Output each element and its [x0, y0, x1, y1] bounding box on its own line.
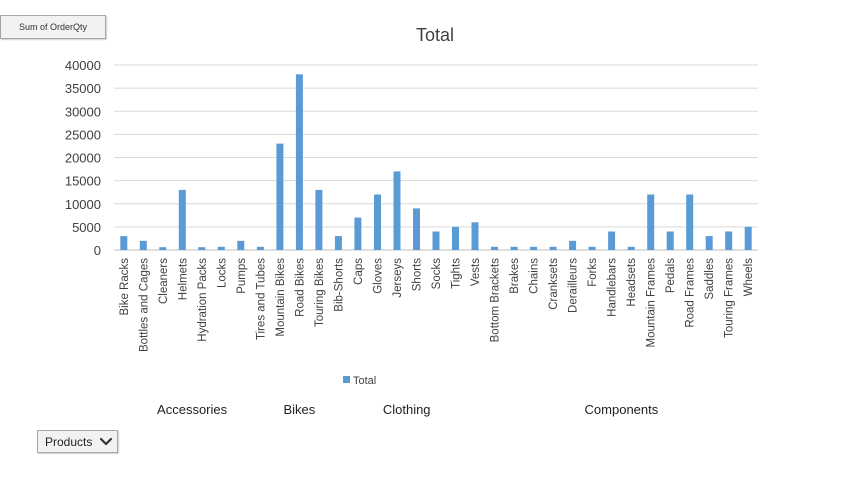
x-tick-label: Touring Frames [724, 258, 736, 338]
sum-of-orderqty-field-button[interactable]: Sum of OrderQty [0, 15, 106, 39]
bar-hydration-packs [198, 247, 206, 250]
bar-pedals [666, 231, 674, 250]
y-tick-label: 10000 [65, 197, 101, 212]
x-tick-label: Saddles [704, 258, 716, 300]
bar-helmets [178, 189, 186, 250]
bar-forks [588, 246, 596, 250]
bar-derailleurs [569, 240, 577, 251]
y-tick-label: 5000 [72, 220, 101, 235]
y-tick-label: 15000 [65, 174, 101, 189]
category-group-labels: Accessories Bikes Clothing Components [157, 402, 659, 417]
bar-headsets [627, 246, 635, 250]
chevron-down-icon [99, 437, 113, 446]
legend-label-total: Total [353, 375, 376, 387]
x-tick-label: Mountain Frames [646, 258, 658, 348]
bar-handlebars [608, 231, 616, 250]
bar-mountain-bikes [276, 143, 284, 250]
bar-bib-shorts [334, 236, 342, 250]
x-tick-label: Chains [529, 258, 541, 294]
x-tick-label: Handlebars [607, 258, 619, 317]
x-axis-tick-labels: Bike Racks Bottles and Cages Cleaners Helme… [119, 258, 755, 352]
x-tick-label: Mountain Bikes [275, 258, 287, 337]
bar-bottom-brackets [491, 246, 498, 250]
x-tick-label: Shorts [412, 258, 424, 291]
y-tick-label: 40000 [65, 58, 101, 73]
bar-chains [530, 246, 538, 250]
x-tick-label: Road Bikes [294, 258, 306, 317]
bar-shorts [413, 208, 420, 250]
bar-wheels [744, 226, 752, 250]
y-tick-label: 30000 [65, 104, 101, 119]
x-tick-label: Caps [353, 258, 365, 285]
bar-jerseys [393, 171, 401, 250]
bar-cranksets [549, 246, 557, 250]
x-tick-label: Pedals [665, 258, 677, 293]
group-label-accessories: Accessories [157, 402, 228, 417]
group-label-components: Components [585, 402, 659, 417]
group-label-bikes: Bikes [284, 402, 316, 417]
x-tick-label: Touring Bikes [314, 258, 326, 327]
bar-cleaners [159, 247, 167, 250]
bar-bottles-and-cages [139, 240, 147, 251]
bar-socks [432, 231, 440, 250]
bar-brakes [510, 246, 518, 250]
group-label-clothing: Clothing [383, 402, 431, 417]
products-filter-button[interactable]: Products [37, 430, 118, 453]
x-tick-label: Socks [431, 258, 443, 290]
x-tick-label: Bike Racks [119, 258, 131, 316]
bar-road-frames [686, 194, 694, 250]
x-tick-label: Bottles and Cages [138, 258, 150, 352]
x-tick-label: Cleaners [158, 258, 170, 304]
x-tick-label: Jerseys [392, 258, 404, 298]
x-tick-label: Helmets [177, 258, 189, 300]
x-tick-label: Gloves [373, 258, 385, 294]
x-tick-label: Locks [216, 258, 228, 288]
bar-touring-frames [725, 231, 733, 250]
bar-mountain-frames [647, 194, 655, 250]
bar-tights [452, 226, 459, 250]
x-tick-label: Bib-Shorts [333, 258, 345, 312]
y-tick-label: 35000 [65, 81, 101, 96]
bar-pumps [237, 240, 245, 251]
y-axis-tick-labels: 0 5000 10000 15000 20000 25000 30000 35000 40000 [65, 58, 101, 258]
gridlines [114, 64, 758, 251]
x-tick-label: Derailleurs [568, 258, 580, 313]
x-tick-label: Bottom Brackets [490, 258, 502, 343]
y-tick-label: 25000 [65, 127, 101, 142]
x-tick-label: Vests [470, 258, 482, 286]
legend-swatch-total [343, 376, 350, 383]
bar-saddles [705, 236, 713, 250]
bar-touring-bikes [315, 189, 323, 250]
bar-gloves [374, 194, 381, 250]
bar-vests [471, 222, 479, 251]
products-filter-label: Products [45, 435, 93, 449]
y-tick-label: 0 [94, 243, 101, 258]
chart-title: Total [416, 25, 454, 45]
bar-road-bikes [295, 74, 303, 251]
x-tick-label: Brakes [509, 258, 521, 294]
x-tick-label: Wheels [743, 258, 755, 297]
bar-locks [217, 246, 225, 250]
x-tick-label: Headsets [626, 258, 638, 307]
bars [120, 74, 752, 251]
x-tick-label: Tights [451, 258, 463, 289]
legend: Total [343, 375, 376, 387]
x-tick-label: Tires and Tubes [255, 258, 267, 340]
bar-bike-racks [120, 236, 128, 250]
bar-caps [354, 217, 362, 250]
x-tick-label: Cranksets [548, 258, 560, 310]
x-tick-label: Road Frames [685, 258, 697, 328]
bar-tires-and-tubes [256, 246, 264, 250]
x-tick-label: Hydration Packs [197, 258, 209, 342]
y-tick-label: 20000 [65, 151, 101, 166]
x-tick-label: Pumps [236, 258, 248, 294]
x-tick-label: Forks [587, 258, 599, 287]
